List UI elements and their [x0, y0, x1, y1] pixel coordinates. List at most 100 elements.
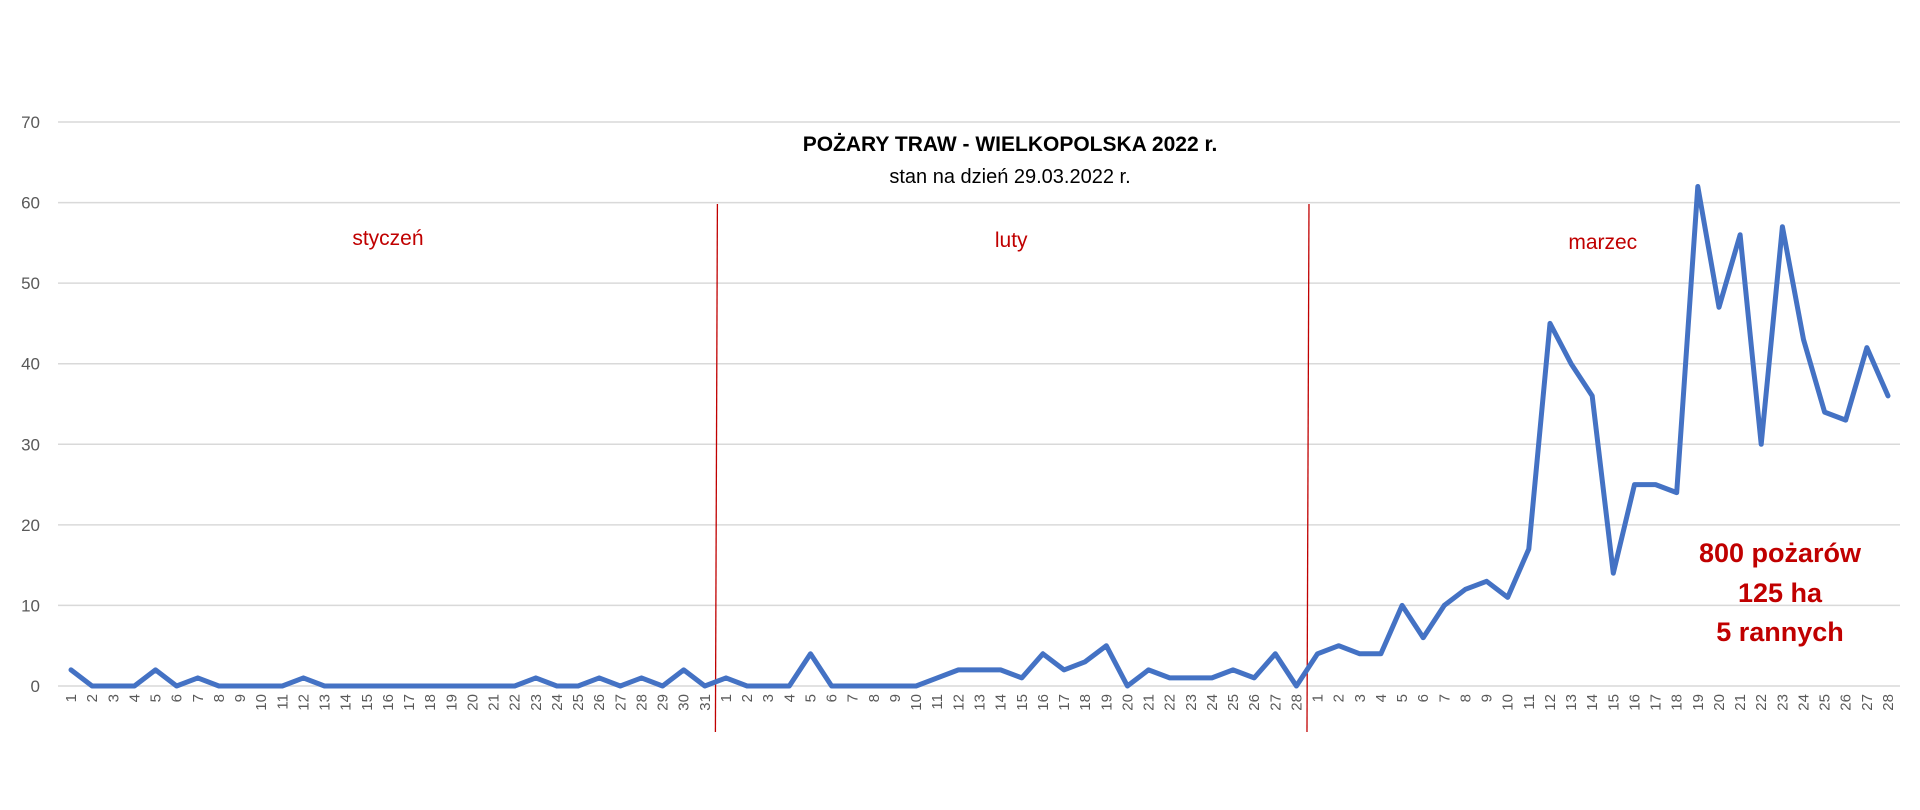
x-tick-label: 8 [211, 694, 228, 702]
x-tick-label: 7 [1436, 694, 1453, 702]
annotation-area: 125 ha [1738, 578, 1823, 608]
gridlines [58, 121, 1900, 687]
x-tick-label: 19 [1690, 694, 1707, 711]
x-tick-label: 5 [148, 694, 165, 702]
month-separators [714, 203, 1310, 733]
x-tick-label: 25 [1817, 694, 1834, 711]
x-tick-label: 25 [570, 694, 587, 711]
annotation-fires: 800 pożarów [1699, 538, 1862, 568]
x-tick-label: 14 [1584, 694, 1601, 711]
x-tick-label: 10 [1500, 694, 1517, 711]
x-tick-label: 21 [1141, 694, 1158, 711]
x-tick-label: 24 [549, 694, 566, 711]
x-tick-label: 27 [1267, 694, 1284, 711]
x-tick-label: 6 [169, 694, 186, 702]
month-separator [714, 203, 719, 733]
y-tick-label: 30 [21, 435, 40, 454]
x-tick-label: 17 [1056, 694, 1073, 711]
x-tick-label: 1 [63, 694, 80, 702]
x-tick-label: 8 [866, 694, 883, 702]
y-tick-label: 60 [21, 194, 40, 213]
x-tick-label: 7 [845, 694, 862, 702]
x-tick-label: 18 [422, 694, 439, 711]
summary-annotation: 800 pożarów 125 ha 5 rannych [1699, 538, 1862, 647]
month-label: styczeń [352, 227, 423, 250]
x-tick-label: 11 [1521, 694, 1538, 710]
x-tick-label: 29 [655, 694, 672, 711]
x-tick-label: 15 [359, 694, 376, 711]
x-tick-label: 20 [1119, 694, 1136, 711]
x-tick-label: 5 [1394, 694, 1411, 702]
x-tick-label: 3 [760, 694, 777, 702]
x-tick-label: 24 [1795, 694, 1812, 711]
x-tick-label: 27 [1859, 694, 1876, 711]
y-tick-label: 10 [21, 596, 40, 615]
x-tick-label: 30 [676, 694, 693, 711]
x-axis-ticks: 1 2 3 4 5 6 7 8 9 10 11 12 13 14 15 16 17 18 19 20 21 22 23 24 2… [63, 694, 1897, 711]
y-axis-ticks: 0 10 20 30 40 50 60 70 [21, 113, 40, 696]
x-tick-label: 18 [1669, 694, 1686, 711]
x-tick-label: 5 [802, 694, 819, 702]
x-tick-label: 23 [1183, 694, 1200, 711]
y-tick-label: 20 [21, 516, 40, 535]
x-tick-label: 9 [232, 694, 249, 702]
y-tick-label: 70 [21, 113, 40, 132]
x-tick-label: 9 [1479, 694, 1496, 702]
x-tick-label: 10 [908, 694, 925, 711]
x-tick-label: 2 [1331, 694, 1348, 702]
x-tick-label: 24 [1204, 694, 1221, 711]
x-tick-label: 2 [84, 694, 101, 702]
x-tick-label: 17 [401, 694, 418, 711]
x-tick-label: 28 [1288, 694, 1305, 711]
x-tick-label: 23 [528, 694, 545, 711]
y-tick-label: 40 [21, 355, 40, 374]
x-tick-label: 19 [1098, 694, 1115, 711]
x-tick-label: 16 [1626, 694, 1643, 711]
x-tick-label: 14 [338, 694, 355, 711]
month-separator [1306, 203, 1310, 733]
x-tick-label: 6 [824, 694, 841, 702]
y-tick-label: 0 [31, 677, 40, 696]
month-label: luty [995, 229, 1028, 252]
x-tick-label: 13 [317, 694, 334, 711]
x-tick-label: 22 [1753, 694, 1770, 711]
chart-title: POŻARY TRAW - WIELKOPOLSKA 2022 r. [803, 133, 1218, 156]
x-tick-label: 11 [274, 694, 291, 710]
x-tick-label: 28 [1880, 694, 1897, 711]
y-tick-label: 50 [21, 274, 40, 293]
x-tick-label: 7 [190, 694, 207, 702]
x-tick-label: 25 [1225, 694, 1242, 711]
x-tick-label: 4 [1373, 694, 1390, 702]
x-tick-label: 27 [612, 694, 629, 711]
x-tick-label: 15 [1605, 694, 1622, 711]
x-tick-label: 4 [126, 694, 143, 702]
x-tick-label: 12 [295, 694, 312, 711]
x-tick-label: 21 [486, 694, 503, 711]
series-line-pozary-traw [68, 184, 1891, 689]
annotation-injured: 5 rannych [1716, 617, 1844, 647]
x-tick-label: 31 [697, 694, 714, 711]
x-tick-label: 15 [1014, 694, 1031, 711]
x-tick-label: 18 [1077, 694, 1094, 711]
x-tick-label: 22 [1162, 694, 1179, 711]
x-tick-label: 8 [1457, 694, 1474, 702]
x-tick-label: 17 [1648, 694, 1665, 711]
x-tick-label: 9 [887, 694, 904, 702]
x-tick-label: 20 [1711, 694, 1728, 711]
month-labels: styczeń luty marzec [352, 227, 1637, 254]
x-tick-label: 12 [1542, 694, 1559, 711]
x-tick-label: 28 [633, 694, 650, 711]
x-tick-label: 3 [1352, 694, 1369, 702]
x-tick-label: 1 [718, 694, 735, 702]
x-tick-label: 21 [1732, 694, 1749, 711]
x-tick-label: 22 [507, 694, 524, 711]
x-tick-label: 13 [1563, 694, 1580, 711]
x-tick-label: 20 [464, 694, 481, 711]
x-tick-label: 3 [105, 694, 122, 702]
chart-subtitle: stan na dzień 29.03.2022 r. [889, 166, 1130, 188]
x-tick-label: 6 [1415, 694, 1432, 702]
x-tick-label: 19 [443, 694, 460, 711]
x-tick-label: 26 [591, 694, 608, 711]
